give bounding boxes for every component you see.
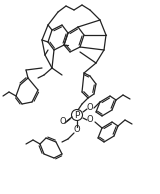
Text: P: P	[74, 111, 80, 120]
Text: O: O	[60, 118, 66, 126]
Text: O: O	[87, 115, 93, 125]
Text: O: O	[74, 126, 80, 134]
Text: O: O	[87, 104, 93, 113]
